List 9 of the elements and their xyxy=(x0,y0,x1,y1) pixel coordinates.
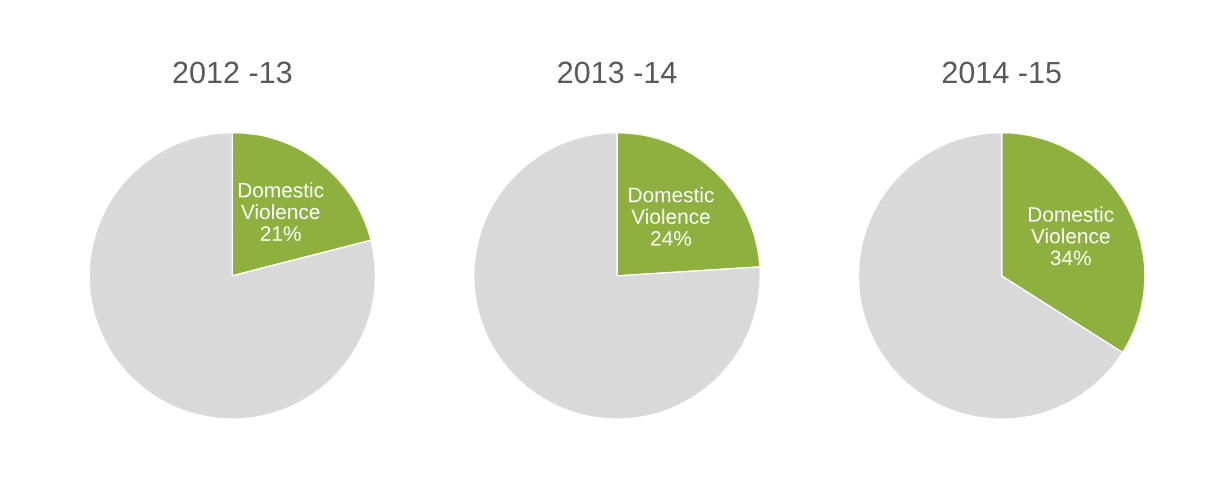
chart-title: 2014 -15 xyxy=(942,61,1061,84)
data-label: 34% xyxy=(1050,250,1091,266)
slice-label: Domestic Violence xyxy=(1029,206,1114,244)
slice-label: Domestic Violence xyxy=(238,182,324,220)
chart-title: 2013 -14 xyxy=(558,61,677,84)
slice-label: Domestic Violence xyxy=(629,187,714,225)
chart-title: 2012 -13 xyxy=(173,61,292,84)
data-label: 24% xyxy=(651,230,692,246)
data-label: 21% xyxy=(260,226,301,241)
